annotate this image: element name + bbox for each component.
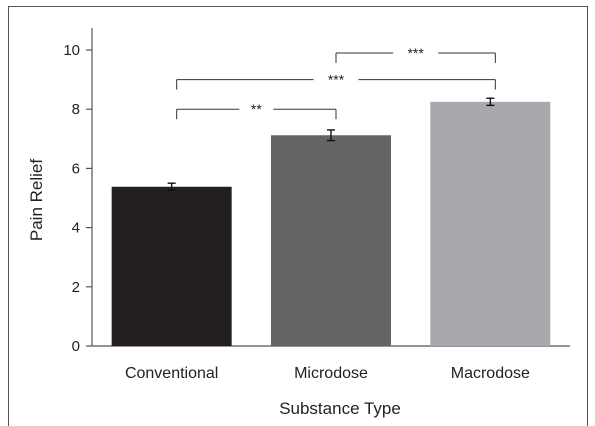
significance-label: *** (407, 45, 424, 61)
significance-brackets: ******** (176, 45, 496, 120)
bar (430, 101, 551, 346)
x-tick-label: Conventional (125, 365, 218, 382)
error-bars (167, 97, 495, 192)
y-tick-label: 2 (72, 279, 80, 296)
y-axis-label: Pain Relief (27, 159, 46, 241)
x-axis: Conventional Microdose Macrodose (92, 345, 570, 382)
y-tick-label: 4 (72, 220, 80, 237)
x-tick-label: Macrodose (451, 365, 530, 382)
chart-frame (8, 6, 588, 426)
x-tick-label: Microdose (294, 365, 368, 382)
bar (111, 186, 232, 346)
y-tick-label: 10 (63, 42, 80, 59)
y-tick-label: 6 (72, 160, 80, 177)
y-tick-label: 0 (72, 338, 80, 355)
bar (271, 135, 391, 346)
significance-label: *** (328, 72, 345, 88)
x-axis-label: Substance Type (279, 399, 401, 418)
bars (111, 101, 551, 346)
y-tick-label: 8 (72, 101, 80, 118)
y-axis: 0 2 4 6 8 10 (63, 28, 93, 355)
significance-label: ** (251, 101, 262, 117)
